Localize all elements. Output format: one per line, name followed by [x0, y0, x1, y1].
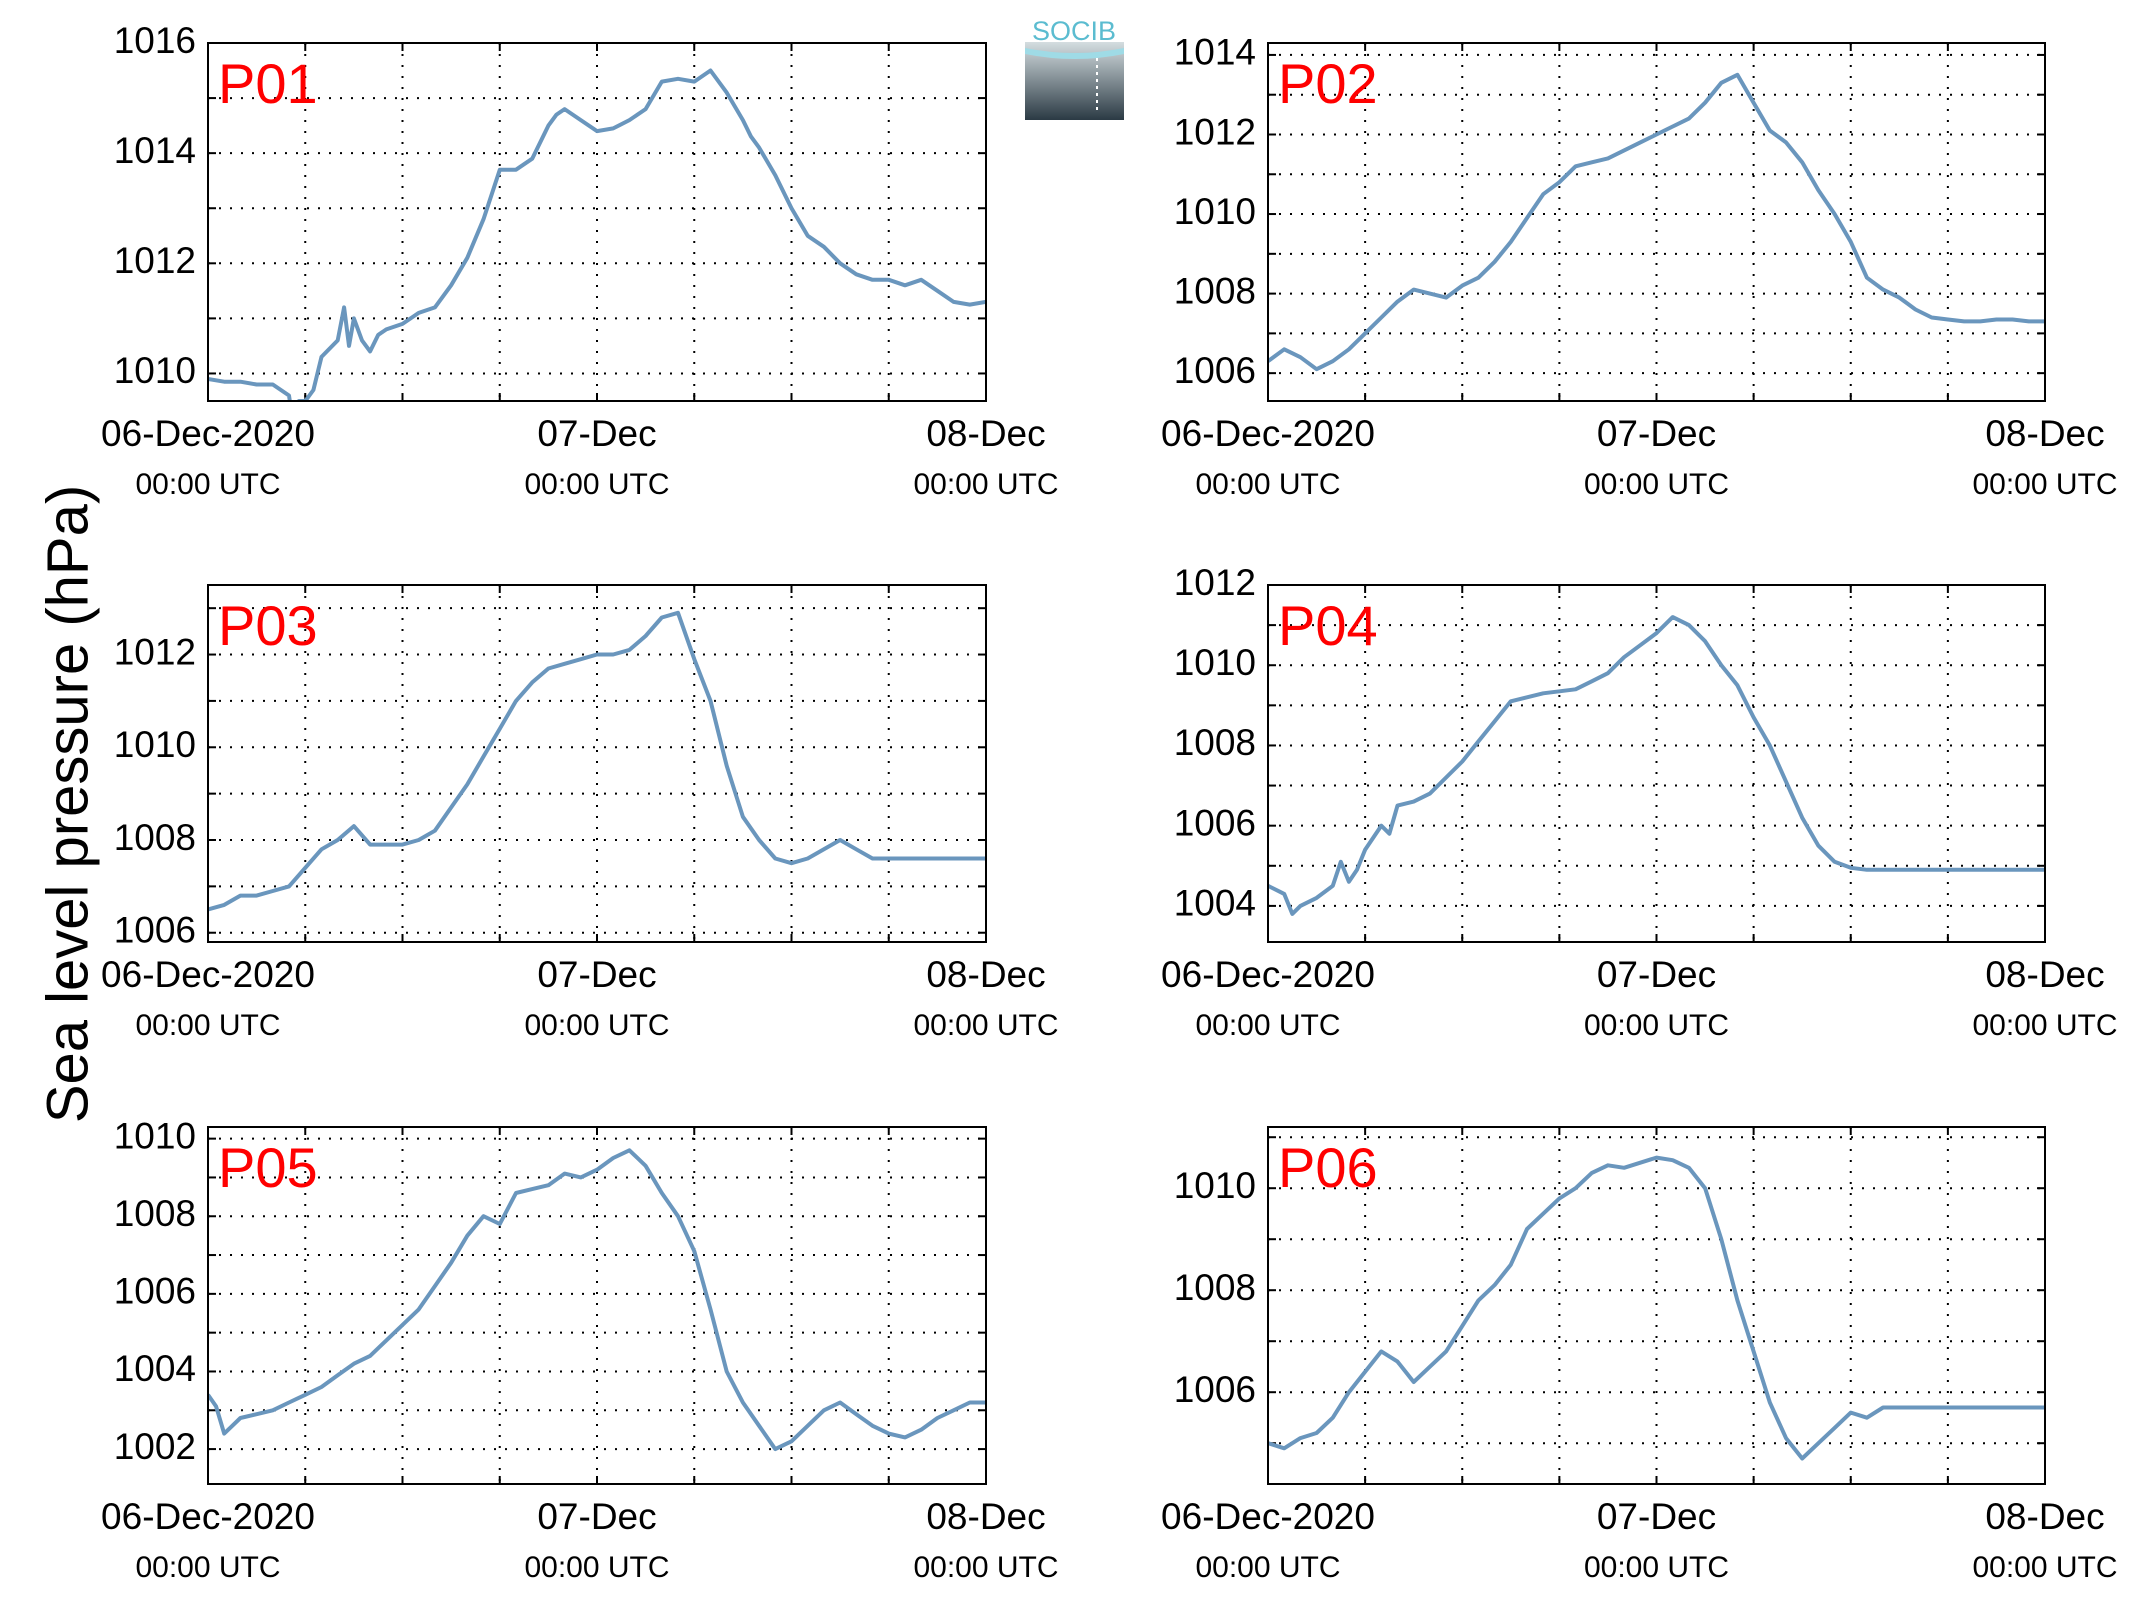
- y-tick-label: 1010: [114, 350, 196, 391]
- x-date-label: 06-Dec-2020: [101, 1496, 315, 1537]
- axes-frame: [207, 584, 987, 943]
- x-time-label: 00:00 UTC: [1195, 1009, 1340, 1042]
- series-line-p02: [1268, 72, 2045, 372]
- y-tick-label: 1012: [114, 240, 196, 281]
- x-time-label: 00:00 UTC: [135, 468, 280, 501]
- plot-area: [1268, 1127, 2045, 1484]
- chart-panel-p03: 1006 1008 1010 1012 06-Dec-2020 00:00 UTC 07-D…: [101, 584, 1059, 1042]
- panel-label: P03: [218, 594, 318, 657]
- x-time-label: 00:00 UTC: [1195, 1551, 1340, 1584]
- x-date-label: 07-Dec: [537, 1496, 656, 1537]
- y-tick-label: 1010: [114, 724, 196, 765]
- series-line-p01: [208, 68, 986, 401]
- y-tick-label: 1006: [1174, 1369, 1256, 1410]
- logo-wave: [1025, 48, 1124, 59]
- axes-frame: [1267, 584, 2046, 943]
- panel-label: P01: [218, 52, 318, 115]
- x-date-label: 07-Dec: [537, 413, 656, 454]
- plot-area: [208, 585, 986, 942]
- chart-panel-p01: 1010 1012 1014 1016 06-Dec-2020 00:00 UTC 07-D…: [101, 20, 1058, 501]
- y-tick-label: 1008: [114, 817, 196, 858]
- axes-frame: [207, 42, 987, 402]
- y-tick-label: 1004: [1174, 883, 1256, 924]
- axes-frame: [1267, 42, 2046, 402]
- x-time-label: 00:00 UTC: [913, 1009, 1058, 1042]
- x-time-label: 00:00 UTC: [913, 1551, 1058, 1584]
- panel-label: P05: [218, 1136, 318, 1199]
- y-tick-label: 1010: [1174, 1165, 1256, 1206]
- x-date-label: 07-Dec: [1597, 1496, 1716, 1537]
- x-date-label: 08-Dec: [1985, 954, 2104, 995]
- panels: 1010 1012 1014 1016 06-Dec-2020 00:00 UTC 07-D…: [101, 20, 2117, 1584]
- plot-area: [1268, 43, 2045, 401]
- chart-panel-p06: 1006 1008 1010 06-Dec-2020 00:00 UTC 07-Dec 00…: [1161, 1126, 2118, 1584]
- x-date-label: 06-Dec-2020: [1161, 1496, 1375, 1537]
- x-date-label: 08-Dec: [926, 954, 1045, 995]
- y-tick-label: 1006: [114, 910, 196, 951]
- plot-area: [208, 1127, 986, 1484]
- y-tick-label: 1012: [114, 631, 196, 672]
- y-tick-label: 1012: [1174, 111, 1256, 152]
- x-date-label: 08-Dec: [1985, 413, 2104, 454]
- x-time-label: 00:00 UTC: [1972, 1551, 2117, 1584]
- y-tick-label: 1014: [114, 130, 196, 171]
- x-time-label: 00:00 UTC: [135, 1551, 280, 1584]
- x-time-label: 00:00 UTC: [524, 1551, 669, 1584]
- x-date-label: 07-Dec: [537, 954, 656, 995]
- x-date-label: 06-Dec-2020: [101, 413, 315, 454]
- x-date-label: 07-Dec: [1597, 954, 1716, 995]
- y-tick-label: 1008: [114, 1193, 196, 1234]
- logo-text: SOCIB: [1032, 16, 1116, 46]
- y-tick-label: 1010: [1174, 191, 1256, 232]
- x-date-label: 06-Dec-2020: [1161, 413, 1375, 454]
- axes-frame: [207, 1126, 987, 1485]
- x-date-label: 08-Dec: [1985, 1496, 2104, 1537]
- chart-panel-p02: 1006 1008 1010 1012 1014 06-Dec-2020 00:00 UTC…: [1161, 32, 2117, 501]
- y-axis-label: Sea level pressure (hPa): [35, 485, 100, 1123]
- y-tick-label: 1008: [1174, 270, 1256, 311]
- chart-panel-p05: 1002 1004 1006 1008 1010 06-Dec-2020 00:00 UTC…: [101, 1115, 1058, 1584]
- y-tick-label: 1008: [1174, 1267, 1256, 1308]
- x-date-label: 08-Dec: [926, 1496, 1045, 1537]
- y-tick-label: 1016: [114, 20, 196, 61]
- x-date-label: 07-Dec: [1597, 413, 1716, 454]
- y-tick-label: 1006: [1174, 802, 1256, 843]
- y-tick-label: 1012: [1174, 562, 1256, 603]
- x-time-label: 00:00 UTC: [524, 468, 669, 501]
- x-time-label: 00:00 UTC: [1972, 468, 2117, 501]
- x-time-label: 00:00 UTC: [1584, 1009, 1729, 1042]
- socib-logo: SOCIB: [1025, 16, 1124, 120]
- x-time-label: 00:00 UTC: [913, 468, 1058, 501]
- x-time-label: 00:00 UTC: [1195, 468, 1340, 501]
- y-tick-label: 1002: [114, 1426, 196, 1467]
- series-line-p06: [1268, 1155, 2045, 1461]
- panel-label: P02: [1278, 52, 1378, 115]
- x-time-label: 00:00 UTC: [1584, 1551, 1729, 1584]
- series-line-p03: [208, 610, 986, 912]
- x-date-label: 06-Dec-2020: [101, 954, 315, 995]
- y-tick-label: 1004: [114, 1348, 196, 1389]
- x-time-label: 00:00 UTC: [135, 1009, 280, 1042]
- axes-frame: [1267, 1126, 2046, 1485]
- panel-label: P06: [1278, 1136, 1378, 1199]
- y-tick-label: 1010: [1174, 642, 1256, 683]
- y-tick-label: 1014: [1174, 32, 1256, 73]
- y-tick-label: 1006: [114, 1271, 196, 1312]
- x-time-label: 00:00 UTC: [1972, 1009, 2117, 1042]
- series-line-p05: [208, 1148, 986, 1452]
- x-date-label: 06-Dec-2020: [1161, 954, 1375, 995]
- x-date-label: 08-Dec: [926, 413, 1045, 454]
- y-tick-label: 1010: [114, 1115, 196, 1156]
- plot-area: [1268, 585, 2045, 942]
- x-time-label: 00:00 UTC: [1584, 468, 1729, 501]
- panel-label: P04: [1278, 594, 1378, 657]
- y-tick-label: 1008: [1174, 722, 1256, 763]
- y-tick-label: 1006: [1174, 350, 1256, 391]
- x-time-label: 00:00 UTC: [524, 1009, 669, 1042]
- series-line-p04: [1268, 615, 2045, 916]
- chart-panel-p04: 1004 1006 1008 1010 1012 06-Dec-2020 00:00 UTC…: [1161, 562, 2117, 1042]
- plot-area: [208, 43, 986, 401]
